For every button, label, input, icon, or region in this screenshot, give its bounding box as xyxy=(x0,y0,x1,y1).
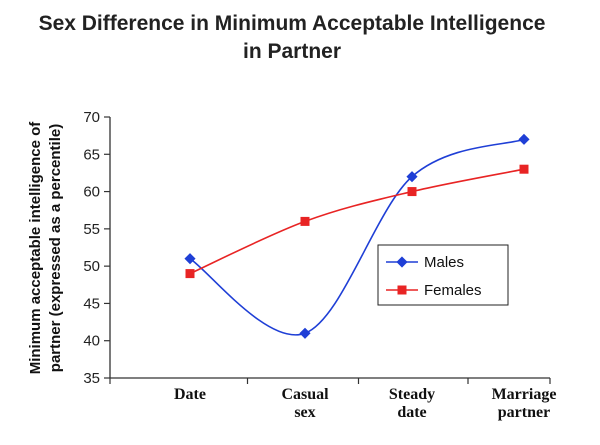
data-point-males xyxy=(184,253,196,265)
legend-label: Males xyxy=(424,254,464,271)
y-tick-label: 50 xyxy=(83,258,100,275)
y-axis-label-line: partner (expressed as a percentile) xyxy=(47,124,64,372)
y-tick-label: 35 xyxy=(83,370,100,387)
legend-marker xyxy=(397,285,407,295)
series-males xyxy=(184,133,530,339)
x-tick-label-line: Date xyxy=(174,386,206,403)
data-point-females xyxy=(300,216,310,226)
legend-label: Females xyxy=(424,282,482,299)
y-tick-label: 45 xyxy=(83,295,100,312)
x-tick-label-line: sex xyxy=(294,404,315,421)
legend-marker xyxy=(396,256,408,268)
data-point-females xyxy=(519,164,529,174)
series-females xyxy=(185,164,529,279)
y-axis-label: Minimum acceptable intelligence of partne… xyxy=(27,121,64,375)
data-point-males xyxy=(518,133,530,145)
chart-title-line: in Partner xyxy=(243,40,341,63)
x-tick-label-line: Marriage xyxy=(492,386,557,403)
y-tick-label: 70 xyxy=(83,109,100,126)
y-tick-label: 60 xyxy=(83,184,100,201)
x-tick-label-line: Casual xyxy=(281,386,329,403)
chart-title: Sex Difference in Minimum Acceptable Int… xyxy=(39,12,546,63)
y-axis-label-line: Minimum acceptable intelligence of xyxy=(27,121,44,375)
legend: Males Females xyxy=(377,244,509,306)
chart-title-line: Sex Difference in Minimum Acceptable Int… xyxy=(39,12,546,35)
legend-box xyxy=(377,244,509,306)
data-point-females xyxy=(185,269,195,279)
y-tick-label: 55 xyxy=(83,221,100,238)
x-tick-label: Date xyxy=(174,386,206,403)
data-point-females xyxy=(407,187,417,197)
legend-item-females: Females xyxy=(386,282,482,299)
y-tick-label: 40 xyxy=(83,333,100,350)
y-tick-label: 65 xyxy=(83,146,100,163)
x-tick-label-line: date xyxy=(397,404,426,421)
legend-item-males: Males xyxy=(386,254,464,271)
series-line-females xyxy=(189,168,525,275)
x-tick-label-line: partner xyxy=(498,404,550,421)
data-point-males xyxy=(299,327,311,339)
series-line-males xyxy=(189,138,525,336)
data-point-males xyxy=(406,171,418,183)
x-tick-label-line: Steady xyxy=(389,386,435,403)
